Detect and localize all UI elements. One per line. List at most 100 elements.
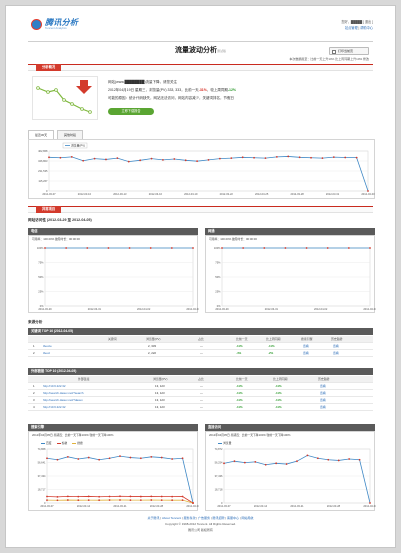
source-data-point[interactable] <box>139 457 142 460</box>
source-data-point[interactable] <box>77 495 80 498</box>
history-link[interactable]: 查看 <box>333 344 339 348</box>
external-link[interactable]: http://10.6.222.32 <box>43 405 66 409</box>
availability-data-point[interactable] <box>242 247 245 249</box>
source-data-point[interactable] <box>139 499 142 502</box>
download-report-button[interactable]: 立即下载报告 <box>108 108 154 115</box>
source-data-point[interactable] <box>108 457 111 460</box>
col-pv[interactable]: 浏览量(PV) <box>153 377 168 381</box>
col-share[interactable]: 占比 <box>198 337 204 341</box>
col-day-change[interactable]: 比前一天 <box>236 337 248 341</box>
availability-data-point[interactable] <box>284 247 287 249</box>
source-data-point[interactable] <box>223 462 225 465</box>
source-data-point[interactable] <box>87 456 90 459</box>
source-data-point[interactable] <box>46 499 48 502</box>
keyword-link[interactable]: tbeuz <box>43 351 51 355</box>
source-data-point[interactable] <box>160 495 163 498</box>
source-data-point[interactable] <box>171 499 174 502</box>
availability-data-point[interactable] <box>369 247 371 249</box>
search-engine-link[interactable]: 查看 <box>303 351 309 355</box>
source-data-point[interactable] <box>150 455 153 458</box>
site-manage-link[interactable]: 站点管理 <box>344 26 358 30</box>
source-data-point[interactable] <box>56 458 59 461</box>
history-link[interactable]: 查看 <box>320 398 326 402</box>
availability-data-point[interactable] <box>347 247 350 249</box>
help-center-link[interactable]: 帮助中心 <box>360 26 373 30</box>
main-data-point[interactable] <box>150 157 153 160</box>
availability-data-point[interactable] <box>65 247 68 249</box>
main-data-point[interactable] <box>367 190 369 192</box>
col-week-change[interactable]: 比上周同期 <box>266 337 281 341</box>
source-data-point[interactable] <box>119 499 121 501</box>
main-data-point[interactable] <box>355 156 358 159</box>
source-data-point[interactable] <box>327 458 330 461</box>
keyword-link[interactable]: tbeuze <box>43 344 52 348</box>
main-data-point[interactable] <box>264 157 267 160</box>
main-data-point[interactable] <box>332 156 335 159</box>
source-data-point[interactable] <box>87 499 90 502</box>
main-data-point[interactable] <box>310 156 312 159</box>
source-data-point[interactable] <box>275 462 278 465</box>
search-engine-link[interactable]: 查看 <box>303 344 309 348</box>
main-data-point[interactable] <box>275 155 278 158</box>
source-data-point[interactable] <box>150 495 153 498</box>
footer-link[interactable]: 广告服务 <box>198 516 211 520</box>
col-day-change[interactable]: 比前一天 <box>236 377 248 381</box>
footer-link[interactable]: 服务条款 <box>183 516 196 520</box>
legend-item[interactable]: 搜搜 <box>72 441 83 445</box>
source-data-point[interactable] <box>129 499 132 502</box>
source-data-point[interactable] <box>129 456 132 459</box>
main-data-point[interactable] <box>253 156 255 159</box>
main-data-point[interactable] <box>116 157 119 160</box>
source-data-point[interactable] <box>66 499 69 501</box>
source-data-point[interactable] <box>181 457 184 460</box>
tab-other-period[interactable]: 其他时段 <box>57 130 83 139</box>
external-link[interactable]: http://search.daoux.net/?daoux <box>43 398 83 402</box>
col-pv[interactable]: 浏览量(PV) <box>146 337 161 341</box>
source-data-point[interactable] <box>87 495 90 498</box>
availability-data-point[interactable] <box>221 247 223 249</box>
availability-data-point[interactable] <box>192 247 194 249</box>
source-data-point[interactable] <box>316 457 319 460</box>
main-data-point[interactable] <box>59 156 62 159</box>
source-data-point[interactable] <box>77 458 80 460</box>
source-data-point[interactable] <box>306 454 309 457</box>
source-data-point[interactable] <box>46 457 48 460</box>
footer-link[interactable]: 客服中心 <box>226 516 239 520</box>
source-data-point[interactable] <box>192 502 194 504</box>
main-data-point[interactable] <box>321 157 324 160</box>
col-share[interactable]: 占比 <box>198 377 204 381</box>
main-data-point[interactable] <box>298 156 301 159</box>
source-data-point[interactable] <box>264 463 267 466</box>
legend-item[interactable]: 谷歌 <box>56 441 67 445</box>
source-data-point[interactable] <box>181 495 184 498</box>
footer-link[interactable]: 网站导航 <box>241 516 254 520</box>
source-data-point[interactable] <box>243 461 246 464</box>
availability-data-point[interactable] <box>128 247 131 249</box>
source-data-point[interactable] <box>160 499 163 502</box>
source-data-point[interactable] <box>108 499 111 501</box>
availability-data-point[interactable] <box>263 247 266 249</box>
source-data-point[interactable] <box>337 459 340 462</box>
legend-item[interactable]: 浏览量 <box>218 441 231 445</box>
availability-data-point[interactable] <box>170 247 173 249</box>
source-data-point[interactable] <box>233 460 236 463</box>
source-data-point[interactable] <box>119 455 121 458</box>
legend-item[interactable]: 百度 <box>41 441 52 445</box>
source-data-point[interactable] <box>358 458 361 461</box>
source-data-point[interactable] <box>348 458 351 460</box>
main-data-point[interactable] <box>207 158 210 161</box>
source-data-point[interactable] <box>171 495 174 498</box>
tab-last-30-days[interactable]: 最近30天 <box>28 130 54 139</box>
availability-data-point[interactable] <box>305 247 308 249</box>
main-data-point[interactable] <box>184 159 187 162</box>
main-data-point[interactable] <box>230 157 233 160</box>
main-data-point[interactable] <box>139 159 142 162</box>
main-data-point[interactable] <box>48 156 50 159</box>
main-data-point[interactable] <box>287 155 290 158</box>
main-data-point[interactable] <box>93 157 96 160</box>
availability-data-point[interactable] <box>107 247 110 249</box>
external-link[interactable]: http://10.6.222.32 <box>43 384 66 388</box>
availability-data-point[interactable] <box>44 247 46 249</box>
main-data-point[interactable] <box>70 155 73 158</box>
main-data-point[interactable] <box>241 156 244 159</box>
